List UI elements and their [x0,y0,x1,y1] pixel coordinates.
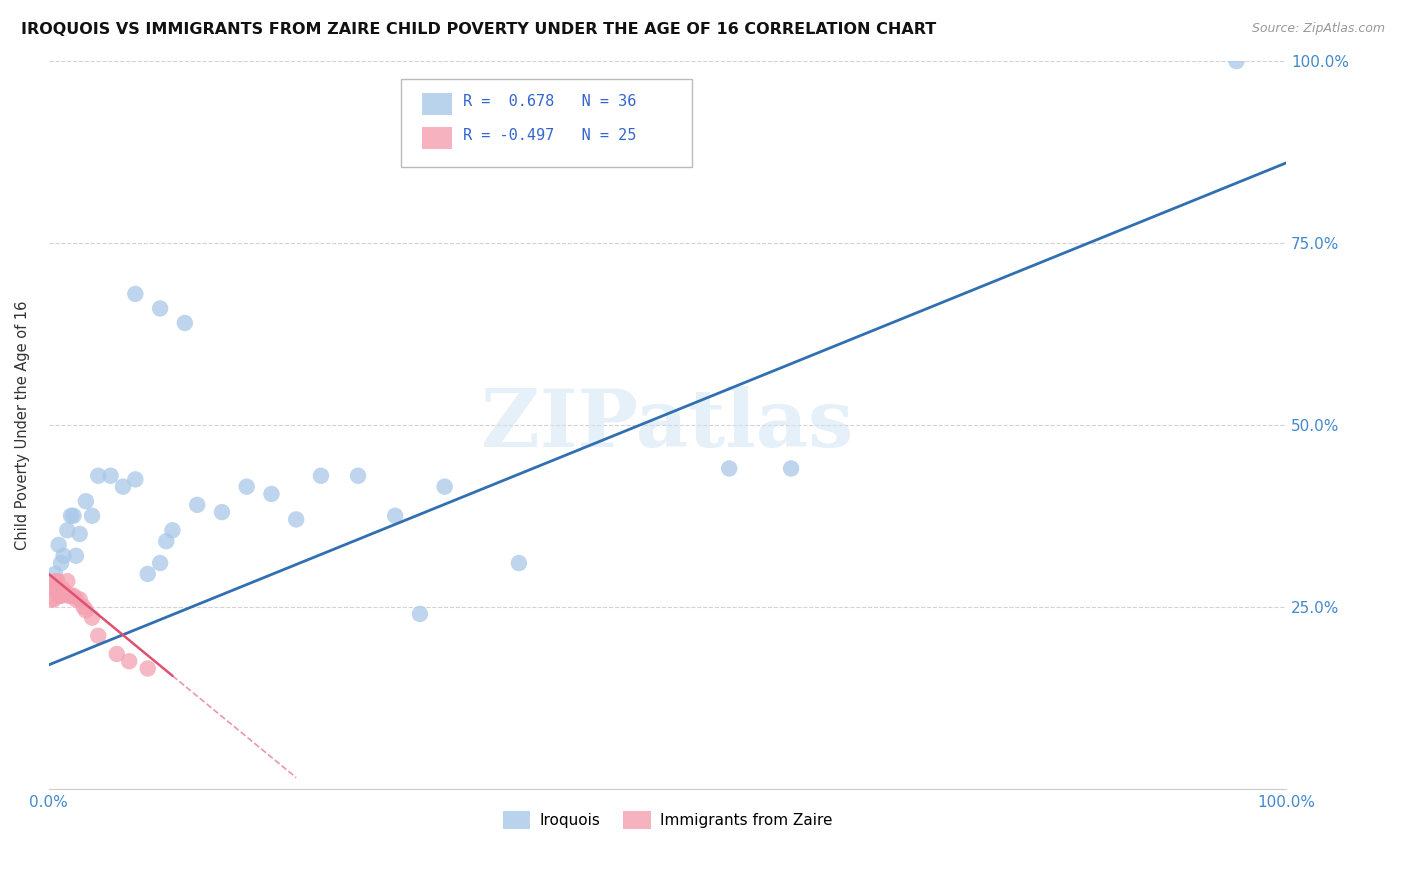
Point [118,654,141,668]
Text: Source: ZipAtlas.com: Source: ZipAtlas.com [1251,22,1385,36]
Point [173,316,195,330]
Point [384,508,406,523]
Point [52,585,75,599]
Point [186,498,208,512]
Point [48,538,70,552]
Point [718,461,741,475]
Point [136,661,159,675]
Point [124,472,146,486]
Point [58,589,80,603]
Point [49,556,72,570]
FancyBboxPatch shape [401,79,692,167]
Point [105,647,128,661]
Point [69,527,91,541]
Point [409,607,432,621]
FancyBboxPatch shape [422,93,453,115]
Point [87,629,110,643]
Point [780,461,803,475]
Point [72,599,94,614]
Point [75,603,97,617]
Point [347,468,370,483]
Point [235,480,257,494]
Point [162,524,184,538]
Point [56,574,79,589]
Point [53,585,76,599]
Point [508,556,530,570]
Point [44,566,66,581]
Point [260,487,283,501]
Point [149,301,172,316]
Point [56,524,79,538]
Point [149,556,172,570]
Point [1225,54,1247,69]
Point [211,505,233,519]
Point [51,582,73,596]
Point [136,566,159,581]
Point [60,508,83,523]
Point [60,589,83,603]
Point [52,549,75,563]
Point [75,494,97,508]
Point [285,512,308,526]
Point [433,480,456,494]
Point [111,480,134,494]
Point [124,286,146,301]
Point [44,582,66,596]
Point [65,549,87,563]
Legend: Iroquois, Immigrants from Zaire: Iroquois, Immigrants from Zaire [496,805,838,836]
Point [48,582,70,596]
Point [65,592,87,607]
Point [62,589,84,603]
Point [100,468,122,483]
Point [39,592,62,607]
Point [49,589,72,603]
Point [46,574,69,589]
Point [49,589,72,603]
Point [309,468,332,483]
Text: R = -0.497   N = 25: R = -0.497 N = 25 [463,128,637,143]
Point [80,508,103,523]
Point [41,582,63,596]
Point [62,508,84,523]
Point [80,610,103,624]
Point [155,534,177,549]
Text: IROQUOIS VS IMMIGRANTS FROM ZAIRE CHILD POVERTY UNDER THE AGE OF 16 CORRELATION : IROQUOIS VS IMMIGRANTS FROM ZAIRE CHILD … [21,22,936,37]
Text: R =  0.678   N = 36: R = 0.678 N = 36 [463,94,637,109]
FancyBboxPatch shape [422,128,453,149]
Point [69,592,91,607]
Point [45,574,67,589]
Y-axis label: Child Poverty Under the Age of 16: Child Poverty Under the Age of 16 [15,300,30,549]
Text: ZIPatlas: ZIPatlas [481,386,853,464]
Point [87,468,110,483]
Point [42,592,65,607]
